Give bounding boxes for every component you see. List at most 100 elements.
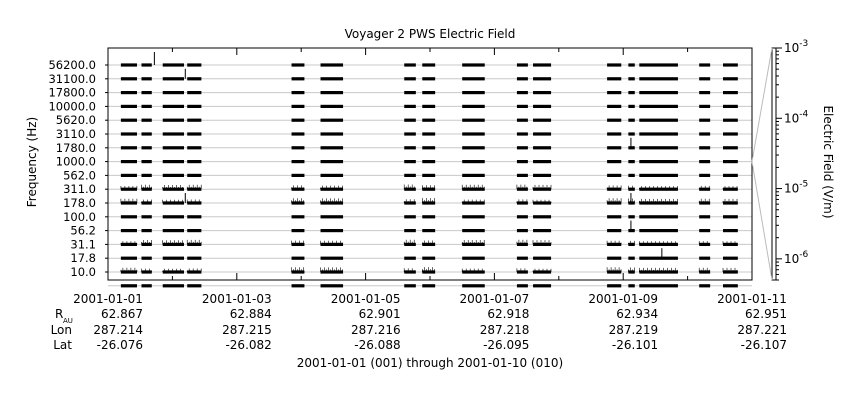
data-segment-bar [291,146,305,150]
data-segment-bar [628,187,635,191]
noise-trace [606,240,622,245]
data-segment-bar [187,104,202,108]
data-segment-bar [639,187,678,191]
data-segment-bar [462,256,485,260]
data-segment-bar [404,215,416,219]
data-segment-bar [404,63,416,67]
data-segment-bar [404,77,416,81]
data-segment-bar [162,201,184,205]
data-segment-bar [187,160,202,164]
data-segment-bar [723,229,738,233]
ephemeris-value: 62.918 [487,307,529,321]
data-segment-bar [187,118,202,122]
noise-trace [722,186,738,190]
data-segment-bar [141,256,152,260]
data-segment-bar [462,63,485,67]
y-tick-label: 178.0 [63,196,96,210]
data-segment-bar [533,77,552,81]
data-segment-bar [516,284,528,288]
data-segment-bar [516,215,528,219]
data-segment-bar [291,132,305,136]
data-segment-bar [141,201,152,205]
data-segment-bar [607,215,622,219]
data-segment-bar [320,201,344,205]
data-segment-bar [120,132,137,136]
colorbar: 10-310-410-510-6 [751,39,809,281]
data-segment-bar [162,256,184,260]
data-segment-bar [723,132,738,136]
data-segment-bar [628,77,635,81]
y-tick-label: 3110.0 [56,127,96,141]
data-segment-bar [141,215,152,219]
data-segment-bar [533,160,552,164]
data-segment-bar [699,284,711,288]
data-segment-bar [462,132,485,136]
noise-trace [628,240,635,245]
data-segment-bar [187,63,202,67]
data-segment-bar [516,229,528,233]
data-segment-bar [320,104,344,108]
noise-trace [516,268,528,272]
data-segment-bar [404,256,416,260]
data-segment-bar [699,77,711,81]
data-segment-bar [639,132,678,136]
data-segment-bar [422,270,436,274]
data-segment-bar [187,270,202,274]
data-segment-bar [291,215,305,219]
y-tick-label: 100.0 [63,210,96,224]
data-segment-bar [607,160,622,164]
noise-trace [120,186,138,190]
noise-trace [422,185,435,190]
data-segment-bar [162,229,184,233]
data-segment-bar [516,256,528,260]
colorbar-tick-exponent: -3 [799,39,808,49]
data-segment-bar [320,146,344,150]
data-segment-bar [120,160,137,164]
data-segment-bar [462,187,485,191]
data-segment-bar [462,270,485,274]
data-segment-bar [628,91,635,95]
data-segment-bar [120,256,137,260]
data-segment-bar [533,173,552,177]
ephemeris-value: -26.088 [354,338,400,352]
data-segment-bar [699,132,711,136]
data-segment-bar [699,118,711,122]
data-segment-bar [120,118,137,122]
noise-trace [186,239,202,245]
chart-title: Voyager 2 PWS Electric Field [345,27,516,41]
y-axis-label: Frequency (Hz) [25,117,39,208]
data-segment-bar [639,229,678,233]
ephemeris-value: 62.884 [230,307,272,321]
data-segment-bar [533,242,552,246]
data-segment-bar [141,104,152,108]
data-segment-bar [516,242,528,246]
colorbar-tick-mantissa: 10 [784,111,799,125]
data-segment-bar [533,229,552,233]
data-segment-bar [462,118,485,122]
ephemeris-value: -26.076 [97,338,143,352]
data-segment-bar [291,256,305,260]
data-segment-bar [516,270,528,274]
data-segment-bar [723,63,738,67]
ephemeris-value: 287.215 [222,323,272,337]
data-segment-bar [320,77,344,81]
noise-trace [186,199,202,203]
data-segment-bar [607,270,622,274]
data-segment-bar [320,118,344,122]
data-segment-bar [462,91,485,95]
data-segment-bar [141,229,152,233]
data-segment-bar [162,173,184,177]
data-segment-bar [320,215,344,219]
data-segment-bar [639,201,678,205]
data-segment-bar [516,77,528,81]
data-segment-bar [120,104,137,108]
data-segment-bar [628,256,635,260]
data-segment-bar [320,63,344,67]
data-segment-bar [699,201,711,205]
ephemeris-value: 287.214 [93,323,143,337]
y-tick-label: 10000.0 [48,99,96,113]
noise-trace [532,240,552,245]
data-segment-bar [699,256,711,260]
data-segment-bar [320,270,344,274]
